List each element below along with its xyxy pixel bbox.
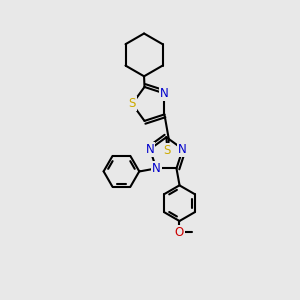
Text: O: O (175, 226, 184, 239)
Text: N: N (152, 162, 161, 175)
Text: S: S (128, 98, 136, 110)
Text: N: N (146, 142, 154, 156)
Text: N: N (178, 142, 187, 156)
Text: S: S (164, 144, 171, 157)
Text: N: N (160, 87, 169, 100)
